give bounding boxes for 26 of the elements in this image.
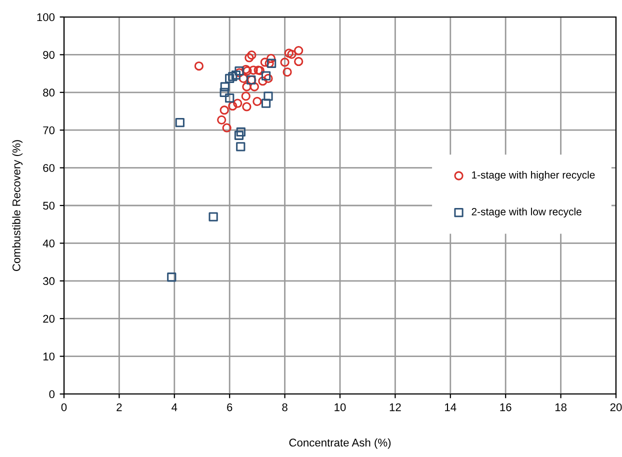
x-tick-label: 6 — [227, 403, 232, 412]
y-axis-title: Combustible Recovery (%) — [12, 140, 23, 272]
y-tick-label: 50 — [43, 202, 55, 210]
y-tick-label: 0 — [49, 390, 55, 398]
legend-label: 1-stage with higher recycle — [472, 170, 595, 181]
y-tick-label: 20 — [43, 314, 55, 323]
x-tick-label: 16 — [500, 403, 512, 412]
y-tick-label: 10 — [43, 352, 55, 360]
x-axis-title: Concentrate Ash (%) — [289, 438, 391, 449]
y-tick-label: 40 — [42, 239, 55, 248]
legend-label: 2-stage with low recycle — [472, 208, 582, 218]
x-tick-label: 4 — [172, 403, 178, 412]
y-tick-label: 30 — [43, 277, 55, 286]
x-tick-label: 0 — [61, 403, 67, 412]
y-tick-label: 100 — [37, 13, 55, 22]
x-tick-label: 20 — [610, 403, 622, 412]
x-tick-label: 8 — [282, 403, 288, 412]
y-tick-label: 90 — [43, 50, 55, 59]
x-tick-label: 2 — [116, 403, 122, 412]
x-tick-label: 10 — [334, 403, 346, 412]
y-tick-label: 70 — [43, 126, 55, 134]
x-tick-label: 18 — [555, 403, 566, 412]
y-tick-label: 60 — [43, 164, 55, 172]
x-tick-label: 14 — [445, 403, 456, 412]
y-tick-label: 80 — [43, 88, 55, 97]
x-tick-label: 12 — [390, 403, 401, 412]
